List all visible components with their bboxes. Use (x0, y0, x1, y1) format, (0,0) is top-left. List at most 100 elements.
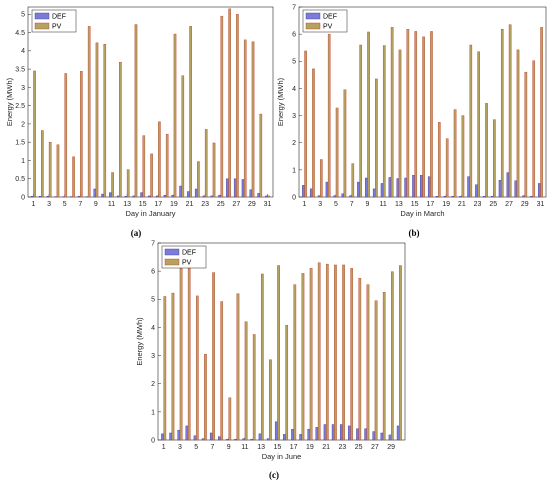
bar-pv (375, 79, 377, 197)
bar-pv (294, 285, 296, 440)
bar-def (109, 193, 111, 197)
bar-pv (88, 26, 90, 197)
bar-pv (213, 143, 215, 197)
bar-def (491, 196, 493, 197)
bar-def (235, 439, 237, 440)
bar-pv (360, 45, 362, 197)
x-tick-label: 25 (489, 201, 497, 208)
y-tick-label: 1 (21, 158, 25, 165)
bar-pv (375, 301, 377, 440)
bar-def (373, 189, 375, 197)
x-tick-label: 11 (108, 201, 115, 208)
bar-def (334, 196, 336, 197)
bar-pv (391, 272, 393, 440)
bar-def (332, 425, 334, 440)
x-tick-label: 19 (442, 201, 450, 208)
bar-pv (135, 25, 137, 197)
bar-def (211, 196, 213, 197)
bar-def (397, 426, 399, 440)
legend-label-def: DEF (182, 250, 196, 257)
bar-pv (104, 44, 106, 197)
x-tick-label: 25 (355, 444, 363, 451)
bar-pv (180, 268, 182, 440)
x-tick-label: 9 (227, 444, 231, 451)
bar-def (31, 196, 33, 197)
x-tick-label: 7 (210, 444, 214, 451)
legend-label-def: DEF (323, 14, 337, 21)
legend-swatch-def (35, 13, 49, 19)
x-tick-label: 5 (194, 444, 198, 451)
bar-pv (438, 122, 440, 197)
bar-pv (367, 32, 369, 197)
bar-def (195, 189, 197, 197)
bar-def (259, 434, 261, 440)
x-tick-label: 29 (387, 444, 395, 451)
bar-def (125, 196, 127, 197)
x-tick-label: 5 (334, 201, 338, 208)
bar-pv (229, 9, 231, 197)
bar-def (186, 426, 188, 440)
bar-def (389, 435, 391, 440)
bar-pv (151, 154, 153, 197)
x-tick-label: 21 (322, 444, 330, 451)
bar-def (117, 196, 119, 197)
bar-def (258, 193, 260, 197)
legend-label-def: DEF (52, 14, 66, 21)
bar-pv (277, 266, 279, 440)
bar-pv (244, 40, 246, 197)
bar-pv (236, 14, 238, 197)
bar-pv (367, 285, 369, 440)
x-tick-label: 15 (411, 201, 419, 208)
y-tick-label: 5 (151, 297, 155, 304)
bar-pv (328, 34, 330, 197)
y-tick-label: 2 (292, 140, 296, 147)
bar-pv (174, 34, 176, 197)
bar-pv (493, 120, 495, 197)
y-tick-label: 5 (21, 12, 25, 19)
x-axis-label: Day in January (125, 209, 175, 218)
bar-pv (501, 29, 503, 197)
bar-def (133, 196, 135, 197)
bar-pv (399, 50, 401, 197)
x-tick-label: 23 (201, 201, 209, 208)
bar-pv (430, 31, 432, 197)
x-tick-label: 15 (274, 444, 282, 451)
bar-def (348, 426, 350, 440)
bar-def (381, 183, 383, 197)
bar-def (94, 189, 96, 197)
x-tick-label: 25 (217, 201, 225, 208)
y-tick-label: 1.5 (15, 140, 25, 147)
bar-def (475, 185, 477, 197)
bar-def (467, 177, 469, 197)
bar-pv (407, 29, 409, 197)
bar-pv (65, 74, 67, 198)
x-tick-label: 13 (257, 444, 265, 451)
y-tick-label: 2 (151, 381, 155, 388)
x-tick-label: 5 (63, 201, 67, 208)
panel-caption: (c) (269, 470, 279, 480)
bar-def (310, 189, 312, 197)
bar-pv (253, 334, 255, 440)
x-tick-label: 27 (232, 201, 240, 208)
y-tick-label: 1 (151, 409, 155, 416)
bar-pv (359, 278, 361, 440)
bar-pv (509, 25, 511, 197)
bar-def (365, 178, 367, 197)
bar-def (405, 178, 407, 197)
bar-pv (221, 302, 223, 440)
bar-def (436, 196, 438, 197)
bar-pv (485, 103, 487, 197)
bar-def (340, 425, 342, 440)
bar-pv (336, 108, 338, 197)
bar-def (452, 196, 454, 197)
x-tick-label: 9 (94, 201, 98, 208)
x-tick-label: 3 (178, 444, 182, 451)
bar-pv (423, 37, 425, 197)
bar-def (202, 439, 204, 440)
bar-pv (49, 142, 51, 197)
x-tick-label: 1 (32, 201, 36, 208)
legend-swatch-pv (306, 23, 320, 29)
bar-pv (312, 69, 314, 197)
legend-label-pv: PV (182, 260, 192, 267)
bar-pv (320, 160, 322, 197)
